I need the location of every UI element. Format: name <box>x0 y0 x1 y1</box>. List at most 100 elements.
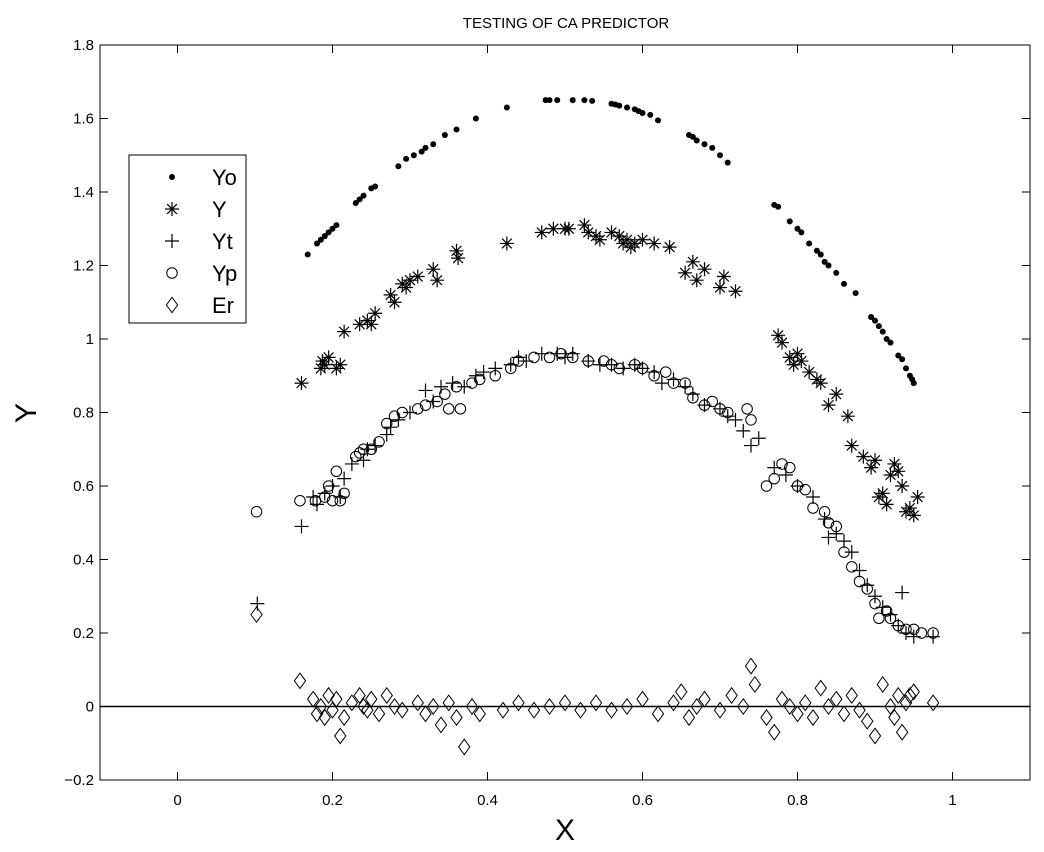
point-yp <box>892 619 904 632</box>
legend-marker-y <box>165 202 179 216</box>
point-y <box>716 269 731 284</box>
point-y <box>864 460 879 475</box>
point-yp <box>873 612 885 625</box>
point-yt <box>666 372 681 387</box>
point-er <box>845 686 858 705</box>
point-yt <box>654 376 669 391</box>
point-er <box>899 694 913 712</box>
axis-tick-labels: 0 0.2 0.4 0.6 0.8 1 −0.2 0 0.2 0.4 0.6 0.8 1 1.2 1.4 1.… <box>64 37 956 809</box>
y-tick-label: −0.2 <box>64 772 94 789</box>
point-yo <box>317 236 324 243</box>
point-y <box>321 350 336 365</box>
point-yt <box>778 467 793 482</box>
point-er <box>822 697 835 716</box>
point-yo <box>430 141 437 148</box>
point-er <box>768 723 781 741</box>
point-er <box>636 690 649 708</box>
point-er <box>345 694 359 712</box>
point-er <box>895 723 909 741</box>
point-er <box>830 690 843 708</box>
point-er <box>380 686 393 705</box>
point-yo <box>798 229 805 236</box>
point-yt <box>418 383 433 398</box>
point-yt <box>736 423 751 438</box>
point-yp <box>869 597 881 610</box>
point-yp <box>660 366 672 378</box>
point-y <box>821 398 836 413</box>
point-yt <box>317 486 332 501</box>
point-yo <box>333 222 340 229</box>
point-y <box>612 229 627 244</box>
point-y <box>337 324 352 339</box>
point-y <box>315 354 330 369</box>
point-y <box>317 357 332 372</box>
point-er <box>725 686 738 705</box>
point-yp <box>776 458 788 470</box>
point-y <box>426 262 441 277</box>
point-er <box>372 705 386 723</box>
point-yo <box>647 111 654 118</box>
x-tick-label: 0.2 <box>322 792 343 809</box>
point-yt <box>434 379 448 394</box>
point-yo <box>325 229 332 236</box>
point-yp <box>505 362 517 375</box>
point-yt <box>344 456 359 471</box>
point-yo <box>813 247 820 254</box>
point-yp <box>679 377 691 389</box>
point-yp <box>853 575 866 588</box>
point-y <box>627 236 642 251</box>
point-yo <box>546 97 553 104</box>
point-y <box>581 225 596 240</box>
point-yt <box>868 589 882 604</box>
point-er <box>473 705 486 723</box>
legend-box <box>128 154 247 324</box>
point-y <box>449 243 464 258</box>
point-er <box>442 694 455 712</box>
series-yt <box>250 346 941 644</box>
point-y <box>635 232 650 247</box>
point-yo <box>875 323 882 330</box>
point-yp <box>818 505 831 518</box>
point-er <box>361 701 374 719</box>
point-er <box>806 708 820 727</box>
point-yp <box>760 480 773 492</box>
point-y <box>883 467 898 482</box>
point-y <box>451 251 466 266</box>
point-y <box>620 232 634 247</box>
point-er <box>527 701 541 719</box>
point-er <box>892 686 905 705</box>
point-yo <box>581 97 588 104</box>
point-yo <box>910 380 917 387</box>
y-tick-label: 0.6 <box>73 478 94 495</box>
point-y <box>856 449 871 464</box>
y-tick-label: 1.4 <box>73 184 94 201</box>
point-yo <box>403 155 410 162</box>
point-er <box>884 697 897 716</box>
point-y <box>333 357 348 372</box>
point-yo <box>868 313 875 320</box>
point-y <box>713 280 727 295</box>
point-yp <box>388 410 401 422</box>
point-yp <box>687 392 699 404</box>
point-er <box>837 705 851 723</box>
point-yo <box>395 163 402 170</box>
point-yp <box>741 403 753 415</box>
series-yo <box>304 97 917 387</box>
legend-marker-yp <box>166 267 178 279</box>
point-yt <box>844 545 859 560</box>
point-yp <box>629 358 641 371</box>
point-yt <box>720 409 735 424</box>
point-yt <box>511 350 526 365</box>
point-yt <box>337 471 352 486</box>
point-yo <box>701 141 708 148</box>
point-er <box>458 738 471 756</box>
point-yo <box>883 336 890 342</box>
axis-ticks <box>100 44 1030 781</box>
point-yp <box>373 436 385 448</box>
point-er <box>411 694 424 712</box>
legend-marker-yt <box>165 234 179 248</box>
point-er <box>427 697 440 716</box>
point-yp <box>830 520 842 533</box>
point-er <box>357 697 370 716</box>
